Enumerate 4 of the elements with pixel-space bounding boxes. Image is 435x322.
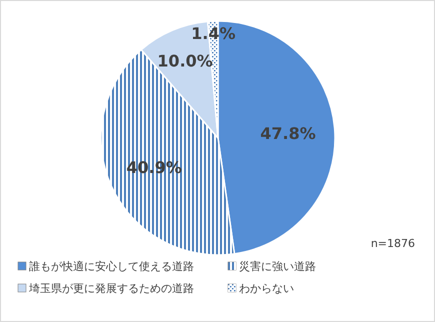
text: n=1876 (370, 237, 415, 250)
legend-label: わからない (239, 282, 294, 295)
data-label: 10.0% (157, 51, 213, 70)
data-label: 47.8% (260, 124, 316, 144)
